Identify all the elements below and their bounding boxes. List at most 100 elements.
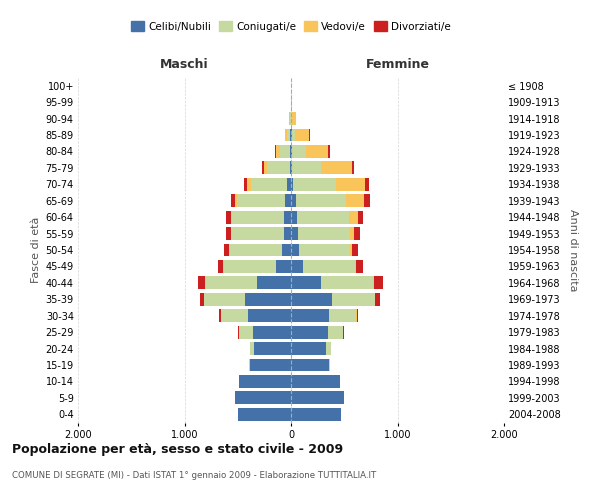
Bar <box>357 310 358 322</box>
Bar <box>220 310 221 322</box>
Bar <box>199 276 205 289</box>
Bar <box>364 194 370 207</box>
Bar <box>352 162 354 174</box>
Bar <box>290 162 291 174</box>
Bar <box>239 375 291 388</box>
Bar <box>291 244 299 256</box>
Bar <box>374 276 383 289</box>
Bar <box>346 194 364 207</box>
Bar <box>292 128 295 141</box>
Bar <box>350 227 354 240</box>
Bar <box>292 162 321 174</box>
Text: Popolazione per età, sesso e stato civile - 2009: Popolazione per età, sesso e stato civil… <box>12 442 343 456</box>
Bar <box>224 244 229 256</box>
Bar <box>328 326 343 338</box>
Bar <box>200 293 203 306</box>
Bar <box>230 227 232 240</box>
Bar <box>329 310 356 322</box>
Bar <box>221 310 248 322</box>
Bar <box>244 178 247 190</box>
Bar <box>232 210 284 224</box>
Bar <box>239 326 253 338</box>
Text: Femmine: Femmine <box>365 58 430 71</box>
Bar <box>248 310 291 322</box>
Bar <box>292 145 306 158</box>
Bar <box>291 310 329 322</box>
Bar <box>291 342 326 355</box>
Text: Maschi: Maschi <box>160 58 209 71</box>
Bar <box>326 342 331 355</box>
Bar <box>321 276 373 289</box>
Text: COMUNE DI SEGRATE (MI) - Dati ISTAT 1° gennaio 2009 - Elaborazione TUTTITALIA.IT: COMUNE DI SEGRATE (MI) - Dati ISTAT 1° g… <box>12 471 376 480</box>
Y-axis label: Fasce di età: Fasce di età <box>31 217 41 283</box>
Bar <box>250 342 254 355</box>
Bar <box>287 178 291 190</box>
Bar <box>295 128 309 141</box>
Bar <box>282 244 291 256</box>
Bar <box>218 260 223 273</box>
Bar <box>291 227 298 240</box>
Bar <box>204 293 245 306</box>
Bar <box>291 96 292 108</box>
Bar <box>284 210 291 224</box>
Bar <box>291 392 344 404</box>
Bar <box>230 210 232 224</box>
Bar <box>254 342 291 355</box>
Bar <box>291 293 332 306</box>
Bar <box>262 162 263 174</box>
Bar <box>291 358 329 372</box>
Bar <box>268 162 290 174</box>
Bar <box>350 244 352 256</box>
Bar <box>280 145 290 158</box>
Bar <box>206 276 257 289</box>
Bar <box>291 194 296 207</box>
Bar <box>291 178 293 190</box>
Bar <box>231 194 235 207</box>
Bar <box>292 112 296 125</box>
Legend: Celibi/Nubili, Coniugati/e, Vedovi/e, Divorziati/e: Celibi/Nubili, Coniugati/e, Vedovi/e, Di… <box>127 17 455 36</box>
Bar <box>296 210 349 224</box>
Bar <box>232 227 284 240</box>
Bar <box>321 162 352 174</box>
Bar <box>284 227 291 240</box>
Bar <box>296 194 346 207</box>
Bar <box>298 227 350 240</box>
Bar <box>291 162 292 174</box>
Bar <box>356 260 364 273</box>
Bar <box>287 128 290 141</box>
Bar <box>375 293 380 306</box>
Bar <box>237 194 285 207</box>
Bar <box>354 227 360 240</box>
Bar <box>245 293 291 306</box>
Bar <box>306 145 328 158</box>
Bar <box>299 244 350 256</box>
Bar <box>352 244 358 256</box>
Bar <box>235 392 291 404</box>
Bar <box>284 128 287 141</box>
Bar <box>329 358 330 372</box>
Bar <box>230 244 282 256</box>
Bar <box>224 260 276 273</box>
Bar <box>291 210 296 224</box>
Bar <box>251 178 287 190</box>
Bar <box>291 408 341 420</box>
Bar <box>291 375 340 388</box>
Bar <box>349 210 358 224</box>
Bar <box>291 260 303 273</box>
Bar <box>365 178 369 190</box>
Bar <box>249 358 250 372</box>
Bar <box>276 260 291 273</box>
Bar <box>247 178 251 190</box>
Bar <box>355 260 356 273</box>
Bar <box>328 145 329 158</box>
Bar <box>226 227 230 240</box>
Bar <box>336 178 365 190</box>
Bar <box>275 145 280 158</box>
Bar <box>226 210 230 224</box>
Y-axis label: Anni di nascita: Anni di nascita <box>568 208 578 291</box>
Bar <box>291 326 328 338</box>
Bar <box>263 162 268 174</box>
Bar <box>285 194 291 207</box>
Bar <box>238 408 291 420</box>
Bar <box>358 210 364 224</box>
